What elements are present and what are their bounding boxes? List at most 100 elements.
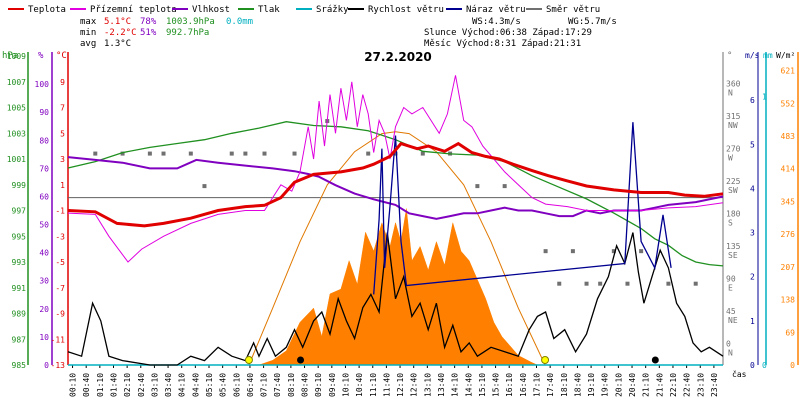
stats-min-humidity: 51% — [140, 28, 157, 38]
series-ground-temp-line — [67, 75, 724, 263]
temp-tick-6: -1 — [55, 207, 65, 216]
x-tick-13: 06:40 — [246, 373, 255, 397]
temp-tick-4: -5 — [55, 258, 65, 267]
windspeed-tick-3: 3 — [750, 229, 755, 238]
x-tick-30: 15:10 — [478, 373, 487, 397]
x-tick-14: 07:10 — [260, 373, 269, 397]
stats-max-humidity: 78% — [140, 17, 157, 27]
humidity-tick-1: 10 — [39, 333, 49, 342]
x-tick-35: 17:40 — [546, 373, 555, 397]
x-tick-32: 16:10 — [505, 373, 514, 397]
windspeed-tick-2: 2 — [750, 273, 755, 282]
temp-tick-1: -11 — [51, 335, 66, 344]
wind-direction-point-9 — [292, 151, 297, 156]
radiation-tick-0: 0 — [790, 361, 795, 370]
legend-label-7: Směr větru — [546, 5, 600, 15]
direction-tick-3: 135 — [726, 242, 741, 251]
series-temperature-line — [67, 141, 724, 228]
hpa-tick-4: 993 — [12, 258, 27, 267]
temp-tick-0: -13 — [51, 361, 66, 370]
x-tick-19: 09:40 — [328, 373, 337, 397]
radiation-tick-7: 483 — [781, 132, 796, 141]
x-tick-33: 16:40 — [519, 373, 528, 397]
wind-direction-point-20 — [584, 281, 589, 286]
wind-direction-point-25 — [666, 281, 671, 286]
wind-direction-point-0 — [93, 151, 98, 156]
windspeed-tick-6: 6 — [750, 96, 755, 105]
moonrise-marker — [297, 356, 305, 364]
direction-tick-6: 270 — [726, 145, 741, 154]
windspeed-tick-0: 0 — [750, 361, 755, 370]
x-tick-42: 21:10 — [642, 373, 651, 397]
humidity-tick-4: 40 — [39, 249, 49, 258]
wind-direction-point-4 — [188, 151, 193, 156]
stats-min-temp: -2.2°C — [104, 28, 137, 38]
wind-direction-point-3 — [161, 151, 166, 156]
x-tick-20: 10:10 — [341, 373, 350, 397]
x-tick-37: 18:40 — [573, 373, 582, 397]
legend-label-0: Teplota — [28, 5, 66, 15]
hpa-tick-2: 989 — [12, 310, 27, 319]
x-tick-15: 07:40 — [273, 373, 282, 397]
legend-label-6: Náraz větru — [466, 5, 526, 15]
direction-label-0: N — [728, 349, 733, 358]
x-tick-45: 22:40 — [683, 373, 692, 397]
x-tick-16: 08:10 — [287, 373, 296, 397]
temp-tick-10: 7 — [60, 104, 65, 113]
axes: hPa% °C9859879899919939959979991001100310… — [2, 51, 799, 397]
humidity-tick-0: 0 — [44, 361, 49, 370]
humidity-axis-title: % — [38, 51, 44, 61]
radiation-tick-1: 69 — [785, 328, 795, 337]
series-wind-speed-line — [67, 232, 724, 366]
hpa-tick-6: 997 — [12, 207, 27, 216]
radiation-tick-5: 345 — [781, 197, 796, 206]
stats-avg-temp: 1.3°C — [104, 39, 131, 49]
direction-tick-0: 0 — [726, 340, 731, 349]
x-tick-23: 11:40 — [382, 373, 391, 397]
stats-sun-line: Slunce Východ:06:38 Západ:17:29 — [424, 28, 592, 38]
wind-direction-point-19 — [570, 249, 575, 254]
wind-direction-point-7 — [243, 151, 248, 156]
x-tick-22: 11:10 — [369, 373, 378, 397]
x-tick-12: 06:10 — [232, 373, 241, 397]
x-tick-11: 05:40 — [219, 373, 228, 397]
x-tick-47: 23:40 — [710, 373, 719, 397]
x-tick-39: 19:40 — [601, 373, 610, 397]
wind-direction-point-5 — [202, 184, 207, 189]
temp-tick-7: 1 — [60, 181, 65, 190]
hpa-tick-5: 995 — [12, 232, 27, 241]
wind-direction-point-2 — [147, 151, 152, 156]
direction-label-8: N — [728, 89, 733, 98]
humidity-tick-8: 80 — [39, 136, 49, 145]
x-tick-17: 08:40 — [301, 373, 310, 397]
stats-avg-label: avg — [80, 39, 96, 49]
wind-direction-point-26 — [693, 281, 698, 286]
temp-tick-9: 5 — [60, 129, 65, 138]
x-tick-0: 00:10 — [69, 373, 78, 397]
wind-direction-point-13 — [420, 151, 425, 156]
x-tick-4: 02:10 — [123, 373, 132, 397]
hpa-tick-0: 985 — [12, 361, 27, 370]
temp-tick-11: 9 — [60, 78, 65, 87]
temp-tick-8: 3 — [60, 155, 65, 164]
direction-label-5: SW — [728, 186, 738, 195]
series-pressure-line — [67, 121, 724, 267]
legend-label-3: Tlak — [258, 5, 280, 15]
direction-label-7: NW — [728, 121, 738, 130]
x-tick-44: 22:10 — [669, 373, 678, 397]
legend-label-1: Přízemní teplota — [90, 5, 177, 15]
x-tick-41: 20:40 — [628, 373, 637, 397]
legend: Teplota Přízemní teplota Vlhkost Tlak Srážky… — [8, 5, 600, 15]
humidity-tick-2: 20 — [39, 305, 49, 314]
x-tick-28: 14:10 — [451, 373, 460, 397]
hpa-tick-11: 1007 — [7, 78, 26, 87]
direction-label-2: E — [728, 284, 733, 293]
windspeed-tick-4: 4 — [750, 184, 755, 193]
chart-title: 27.2.2020 — [364, 50, 432, 64]
direction-label-6: W — [728, 154, 733, 163]
direction-tick-1: 45 — [726, 307, 736, 316]
hpa-tick-7: 999 — [12, 181, 27, 190]
wind-direction-point-21 — [598, 281, 603, 286]
legend-label-2: Vlhkost — [192, 5, 230, 15]
stats-min-pressure: 992.7hPa — [166, 28, 209, 38]
